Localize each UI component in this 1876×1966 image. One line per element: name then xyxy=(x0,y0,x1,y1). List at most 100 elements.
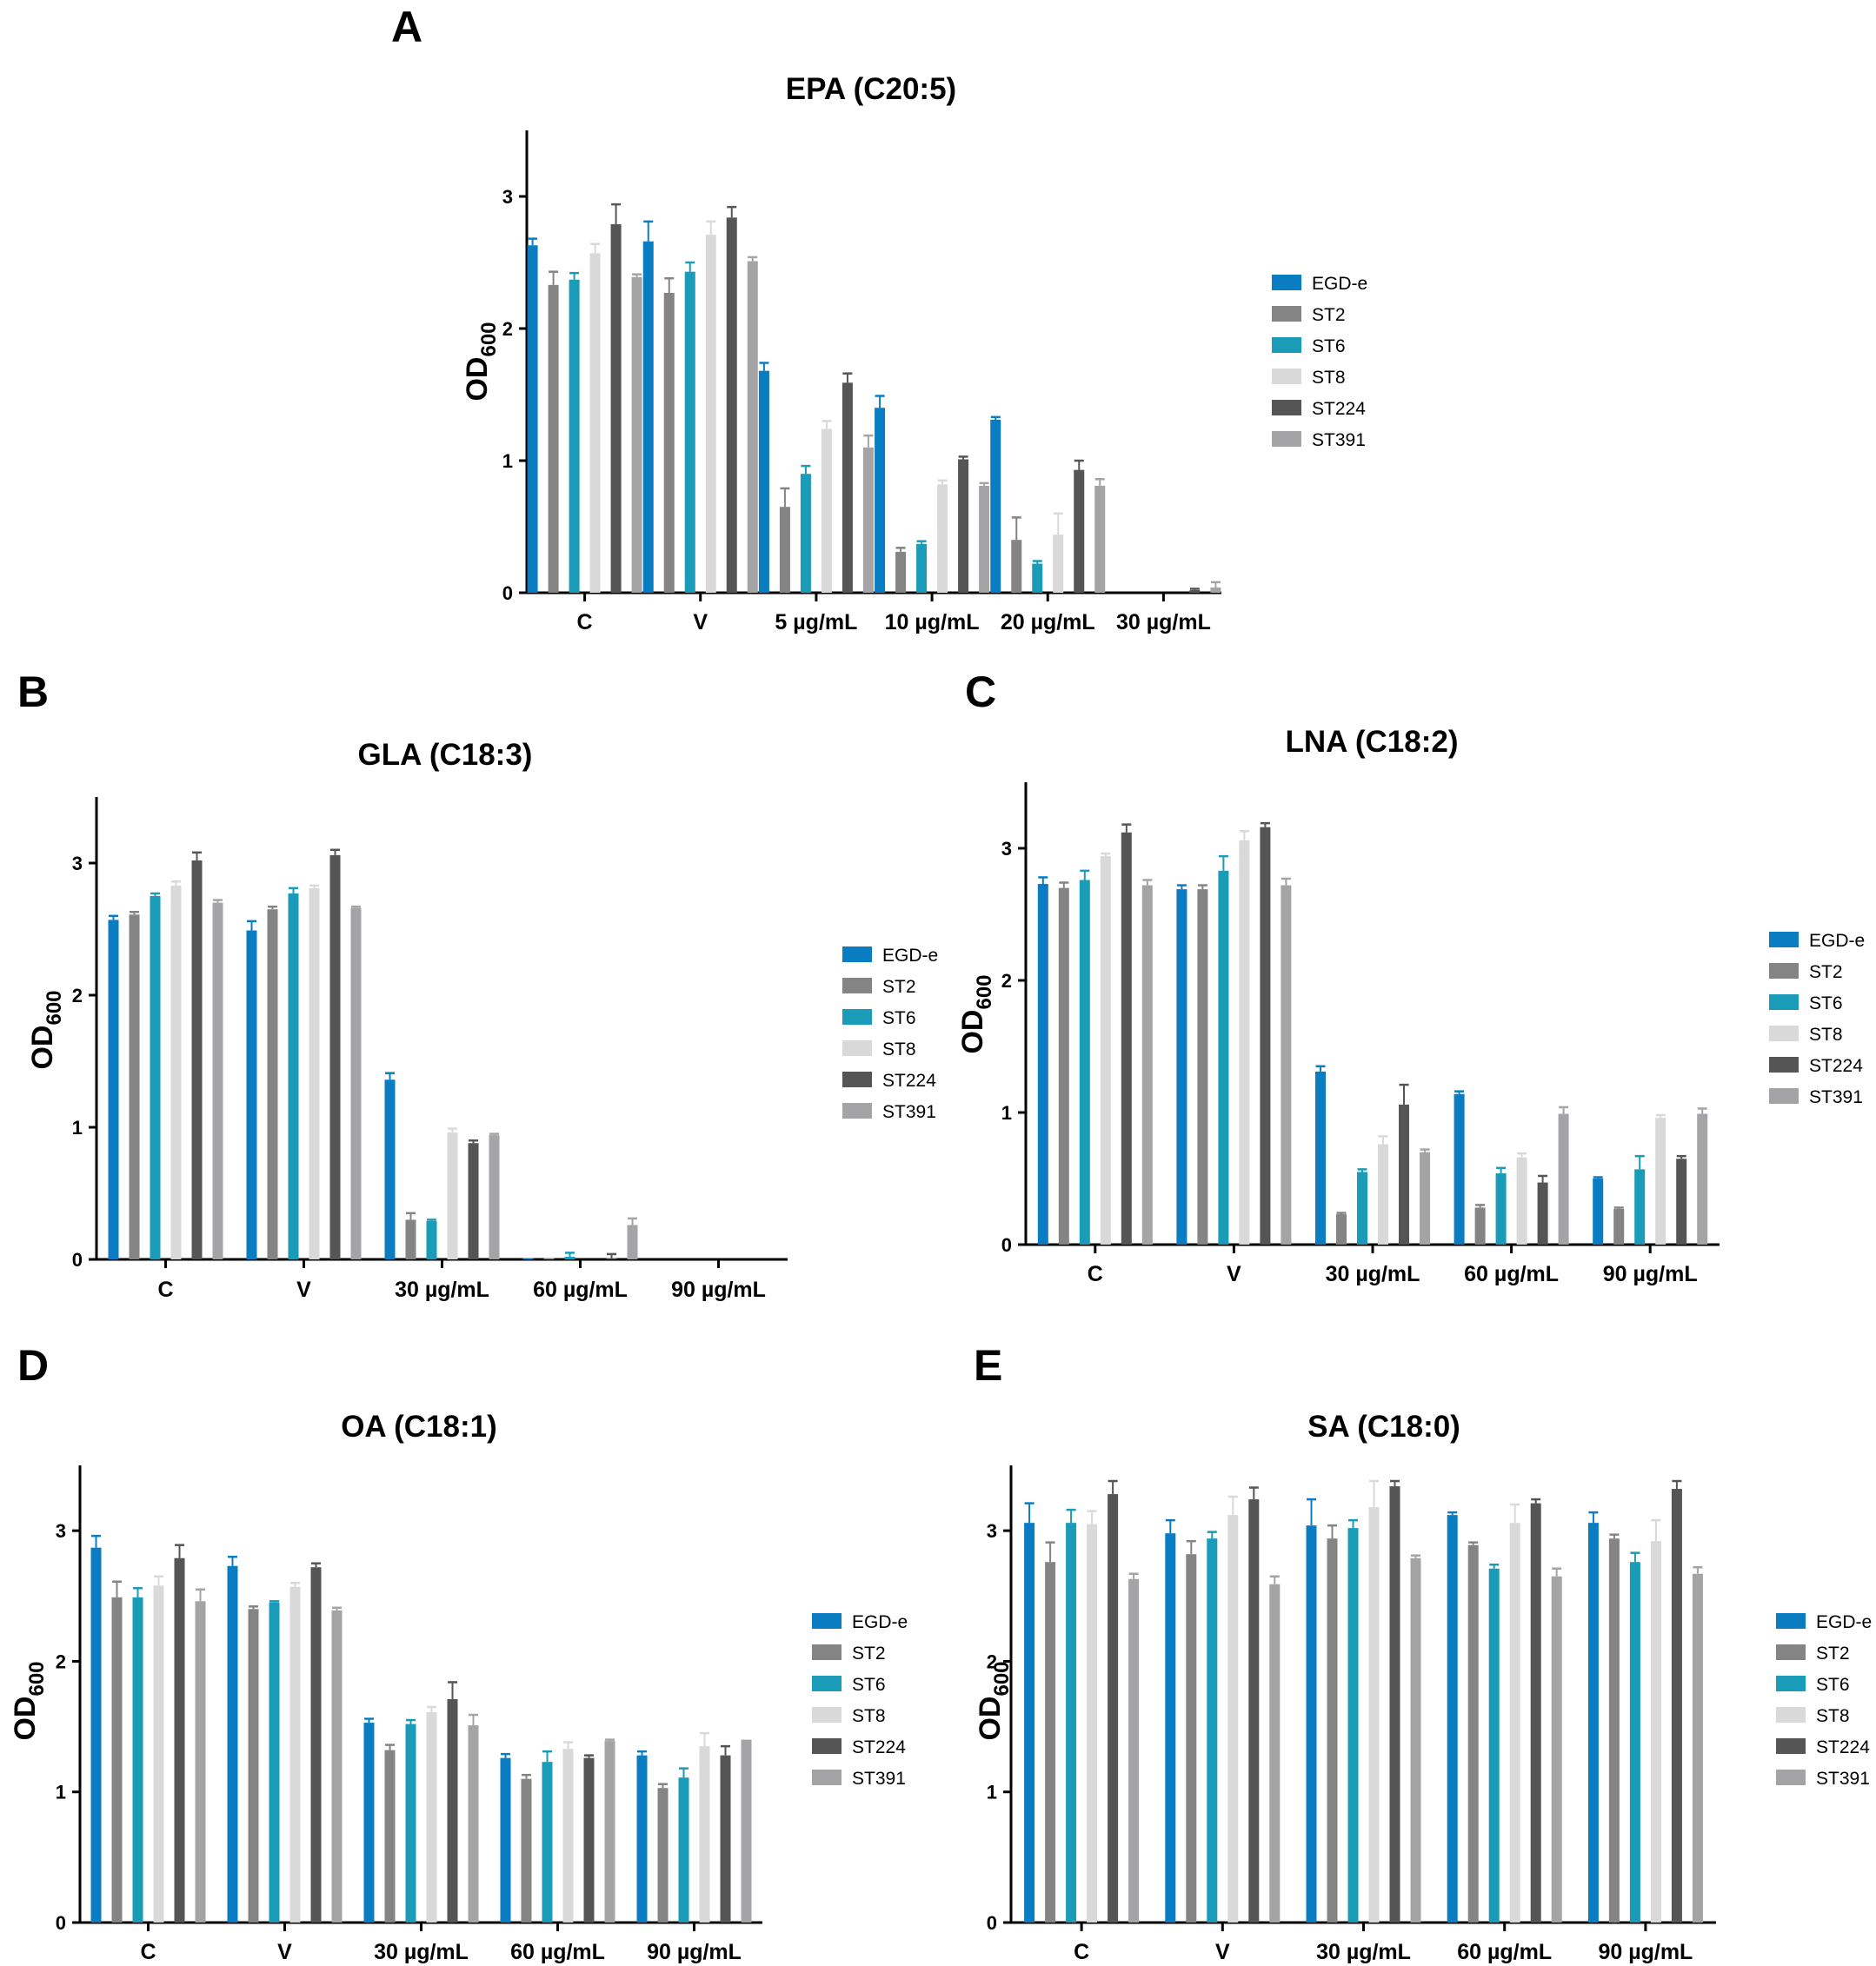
bar-d-st224-60-ug-ml xyxy=(583,1757,595,1923)
y-tick-label-b: 3 xyxy=(72,853,83,874)
bar-d-st391-90-ug-ml xyxy=(741,1739,752,1923)
panel-b: B GLA (C18:3) 0 1 2 3 OD600 C V 30 µg/mL 60 µg/mL 9… xyxy=(17,668,938,1302)
bar-a-st6-20-ug-ml xyxy=(1032,563,1043,593)
bar-b-egd-e-c xyxy=(108,920,119,1259)
y-axis-label-sub-e: 600 xyxy=(990,1661,1014,1696)
y-tick-label-a: 0 xyxy=(502,582,513,604)
y-axis-label-c: OD600 xyxy=(956,974,996,1053)
legend-swatch-b-st2 xyxy=(842,978,872,993)
legend-swatch-d-egd-e xyxy=(812,1613,842,1629)
bar-d-st6-90-ug-ml xyxy=(678,1777,689,1923)
legend-swatch-c-st8 xyxy=(1769,1026,1799,1041)
bar-d-st2-30-ug-ml xyxy=(384,1750,396,1923)
bar-a-st2-10-ug-ml xyxy=(895,551,907,593)
bar-c-st224-v xyxy=(1260,827,1271,1245)
y-axis-label-text-b: OD600 xyxy=(26,990,66,1069)
bar-e-egd-e-v xyxy=(1165,1533,1176,1923)
bar-a-egd-e-c xyxy=(527,245,538,593)
bar-e-st8-c xyxy=(1087,1524,1098,1923)
bar-c-st391-60-ug-ml xyxy=(1558,1113,1569,1245)
bar-b-st391-c xyxy=(212,902,223,1259)
y-axis-label-text-c: OD600 xyxy=(956,974,996,1053)
x-tick-label-d-v: V xyxy=(277,1940,292,1964)
bar-e-st6-60-ug-ml xyxy=(1488,1568,1500,1923)
bar-e-st8-60-ug-ml xyxy=(1509,1523,1520,1923)
chart-title-e: SA (C18:0) xyxy=(1307,1410,1460,1444)
y-tick-label-c: 0 xyxy=(1001,1234,1012,1256)
bar-b-st224-30-ug-ml xyxy=(468,1143,479,1259)
bar-e-st391-60-ug-ml xyxy=(1551,1576,1562,1923)
bar-a-egd-e-10-ug-ml xyxy=(875,408,886,593)
bar-b-st391-60-ug-ml xyxy=(627,1225,638,1259)
legend-swatch-a-egd-e xyxy=(1272,275,1301,290)
bar-c-st2-v xyxy=(1197,889,1208,1245)
bar-d-st224-30-ug-ml xyxy=(447,1699,458,1923)
x-tick-label-a-10-ug-ml: 10 µg/mL xyxy=(885,610,980,634)
x-tick-label-d-90-ug-ml: 90 µg/mL xyxy=(647,1940,742,1964)
bar-a-st8-20-ug-ml xyxy=(1053,535,1064,593)
bar-e-st6-c xyxy=(1066,1523,1077,1923)
x-tick-label-a-30-ug-ml: 30 µg/mL xyxy=(1116,610,1211,634)
bar-b-st2-30-ug-ml xyxy=(405,1219,416,1259)
bar-d-st391-60-ug-ml xyxy=(604,1741,615,1923)
bar-e-egd-e-c xyxy=(1024,1523,1035,1923)
bar-b-st8-c xyxy=(170,885,182,1259)
bar-e-st6-v xyxy=(1207,1538,1218,1923)
x-tick-label-d-30-ug-ml: 30 µg/mL xyxy=(374,1940,469,1964)
bar-e-egd-e-60-ug-ml xyxy=(1447,1515,1458,1923)
bar-a-st8-5-ug-ml xyxy=(821,428,832,593)
legend-swatch-e-egd-e xyxy=(1776,1613,1806,1629)
x-tick-label-e-90-ug-ml: 90 µg/mL xyxy=(1598,1940,1693,1964)
legend-label-a-st6: ST6 xyxy=(1312,336,1346,356)
bar-c-st8-30-ug-ml xyxy=(1378,1144,1388,1245)
bar-a-st224-30-ug-ml xyxy=(1189,589,1201,593)
bar-b-st8-v xyxy=(309,887,320,1259)
x-tick-label-a-20-ug-ml: 20 µg/mL xyxy=(1001,610,1095,634)
legend-swatch-e-st224 xyxy=(1776,1738,1806,1754)
legend-swatch-d-st391 xyxy=(812,1770,842,1785)
x-tick-label-e-v: V xyxy=(1215,1940,1230,1964)
bar-a-st391-v xyxy=(747,261,758,593)
legend-label-e-egd-e: EGD-e xyxy=(1816,1612,1872,1632)
panel-e: E SA (C18:0) 0 1 2 3 OD600 C V 30 µg/mL 60 µg/mL 90… xyxy=(974,1341,1872,1964)
legend-swatch-c-st2 xyxy=(1769,963,1799,979)
y-tick-label-a: 1 xyxy=(502,450,513,472)
x-tick-label-a-v: V xyxy=(693,610,708,634)
bar-a-st224-5-ug-ml xyxy=(842,382,853,593)
legend-swatch-b-st224 xyxy=(842,1072,872,1087)
legend-label-c-st2: ST2 xyxy=(1809,962,1843,982)
y-axis-label-main-a: OD xyxy=(461,357,494,402)
legend-swatch-d-st8 xyxy=(812,1707,842,1723)
legend-swatch-b-st391 xyxy=(842,1103,872,1119)
bar-e-st2-60-ug-ml xyxy=(1467,1544,1479,1923)
bar-a-st8-c xyxy=(589,253,601,593)
legend-swatch-e-st6 xyxy=(1776,1676,1806,1691)
bar-a-st391-20-ug-ml xyxy=(1094,485,1106,593)
bar-b-egd-e-v xyxy=(246,930,257,1259)
legend-label-e-st8: ST8 xyxy=(1816,1706,1850,1726)
bar-d-st224-c xyxy=(174,1558,185,1923)
bar-a-st8-v xyxy=(705,235,716,593)
legend-label-b-st6: ST6 xyxy=(882,1008,916,1028)
bar-a-egd-e-5-ug-ml xyxy=(758,370,769,593)
y-tick-label-c: 1 xyxy=(1001,1102,1012,1124)
panel-letter-b: B xyxy=(17,668,49,716)
chart-title-b: GLA (C18:3) xyxy=(358,738,533,772)
legend-b: EGD-e ST2 ST6 ST8 ST224 ST391 xyxy=(842,946,938,1122)
bar-c-st224-30-ug-ml xyxy=(1399,1104,1409,1245)
bar-b-st391-v xyxy=(350,907,362,1259)
bar-b-egd-e-30-ug-ml xyxy=(384,1079,396,1259)
x-tick-label-c-60-ug-ml: 60 µg/mL xyxy=(1464,1262,1559,1286)
x-tick-label-b-30-ug-ml: 30 µg/mL xyxy=(395,1278,489,1302)
bar-a-st391-30-ug-ml xyxy=(1210,587,1221,593)
legend-label-c-st391: ST391 xyxy=(1809,1087,1863,1107)
bar-e-st391-90-ug-ml xyxy=(1692,1573,1703,1923)
bar-d-st8-30-ug-ml xyxy=(426,1712,437,1923)
bar-e-egd-e-90-ug-ml xyxy=(1587,1523,1599,1923)
legend-label-e-st224: ST224 xyxy=(1816,1737,1870,1757)
legend-label-c-st8: ST8 xyxy=(1809,1025,1843,1045)
bar-c-st8-v xyxy=(1239,840,1250,1245)
x-tick-label-c-c: C xyxy=(1088,1262,1103,1286)
bar-b-st6-v xyxy=(288,893,299,1259)
